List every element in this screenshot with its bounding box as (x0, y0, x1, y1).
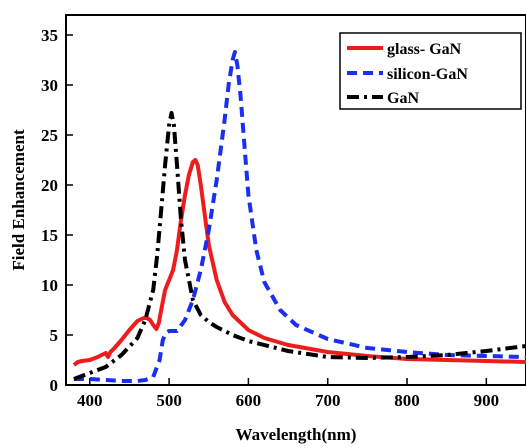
y-tick-label: 35 (41, 26, 58, 45)
series-line-gan (73, 111, 526, 381)
y-tick-label: 20 (41, 176, 58, 195)
legend-label-gan: GaN (387, 90, 419, 107)
x-tick-label: 600 (236, 391, 262, 410)
legend: glass- GaN silicon-GaN GaN (339, 32, 522, 110)
series-line-glass-gan (72, 158, 526, 367)
x-tick-label: 900 (474, 391, 500, 410)
y-tick-label: 10 (41, 276, 58, 295)
plot-area-frame (65, 14, 526, 386)
x-tick-label: 800 (394, 391, 420, 410)
legend-label-glass-gan: glass- GaN (387, 41, 462, 58)
y-axis-ticks: 0 5 10 15 20 25 30 35 (41, 26, 73, 395)
y-tick-label: 0 (50, 376, 59, 395)
y-tick-label: 30 (41, 76, 58, 95)
x-axis-title: Wavelength(nm) (236, 425, 357, 444)
x-tick-label: 500 (156, 391, 182, 410)
y-tick-label: 5 (50, 326, 59, 345)
y-axis-title: Field Enhancement (9, 129, 28, 271)
x-tick-label: 400 (77, 391, 103, 410)
legend-label-silicon-gan: silicon-GaN (387, 66, 468, 83)
y-tick-label: 15 (41, 226, 58, 245)
series-layer (72, 50, 526, 383)
x-tick-label: 700 (315, 391, 341, 410)
x-axis-ticks: 400 500 600 700 800 900 (77, 378, 499, 410)
y-tick-label: 25 (41, 126, 58, 145)
series-line-silicon-gan (73, 50, 526, 383)
